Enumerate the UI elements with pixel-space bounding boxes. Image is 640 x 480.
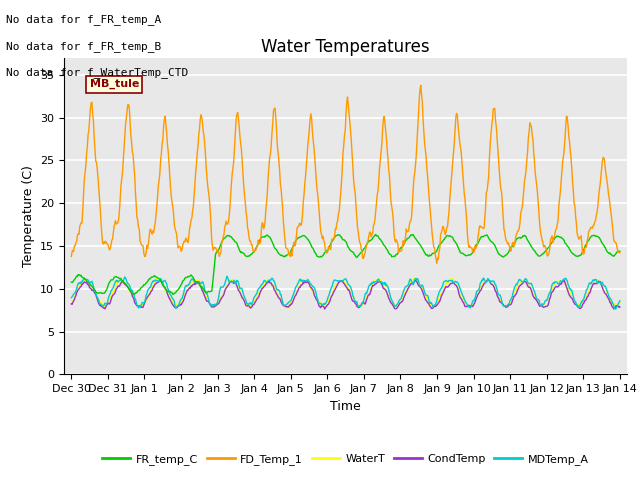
- Text: No data for f_FR_temp_A: No data for f_FR_temp_A: [6, 14, 162, 25]
- Legend: FR_temp_C, FD_Temp_1, WaterT, CondTemp, MDTemp_A: FR_temp_C, FD_Temp_1, WaterT, CondTemp, …: [98, 450, 593, 469]
- Text: No data for f_WaterTemp_CTD: No data for f_WaterTemp_CTD: [6, 67, 189, 78]
- X-axis label: Time: Time: [330, 400, 361, 413]
- Text: MB_tule: MB_tule: [90, 79, 139, 89]
- Text: No data for f_FR_temp_B: No data for f_FR_temp_B: [6, 41, 162, 52]
- Y-axis label: Temperature (C): Temperature (C): [22, 165, 35, 267]
- Title: Water Temperatures: Water Temperatures: [261, 38, 430, 56]
